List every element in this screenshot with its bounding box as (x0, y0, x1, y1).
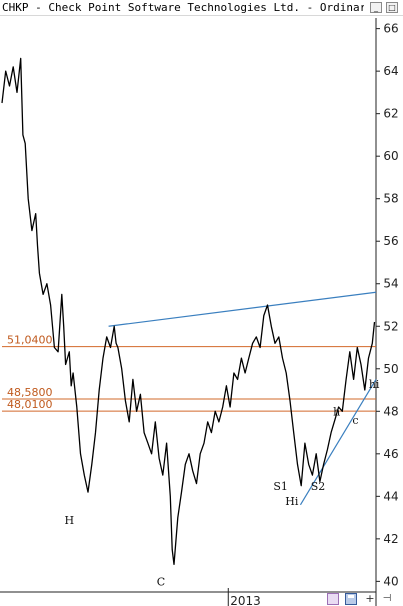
pattern-annotation: C (157, 576, 165, 589)
y-tick-label: 62 (383, 107, 398, 121)
y-tick-label: 52 (383, 319, 398, 333)
y-tick-label: 64 (383, 64, 398, 78)
resistance-trendline (108, 291, 377, 327)
minimize-button[interactable]: _ (370, 2, 382, 13)
pattern-annotation: c (352, 414, 358, 427)
y-tick-label: 42 (383, 532, 398, 546)
horizontal-level-label: 51,0400 (7, 334, 53, 347)
horizontal-level-label: 48,0100 (7, 398, 53, 411)
y-tick-label: 60 (383, 149, 398, 163)
y-tick-label: 46 (383, 447, 398, 461)
pattern-annotation: S2 (311, 480, 326, 493)
pattern-annotation: Hi (285, 495, 299, 508)
save-icon[interactable] (345, 593, 357, 605)
add-icon[interactable]: + (365, 592, 375, 605)
pattern-annotation: h (333, 406, 340, 419)
y-tick-label: 50 (383, 362, 398, 376)
y-tick-label: 66 (383, 22, 398, 36)
support-trendline (299, 379, 377, 506)
price-series-line (1, 57, 376, 566)
y-tick-label: 48 (383, 404, 398, 418)
horizontal-level-label: 48,5800 (7, 386, 53, 399)
pattern-annotation: S1 (273, 480, 288, 493)
zoom-icon[interactable] (327, 593, 339, 605)
y-tick-label: 54 (383, 277, 398, 291)
y-tick-label: 44 (383, 489, 398, 503)
y-tick-label: 58 (383, 192, 398, 206)
x-tick-label: 2013 (230, 594, 261, 606)
title-bar: CHKP - Check Point Software Technologies… (0, 0, 403, 16)
y-tick-label: 56 (383, 234, 398, 248)
maximize-button[interactable]: □ (386, 2, 398, 13)
window-title: CHKP - Check Point Software Technologies… (2, 1, 364, 14)
pin-icon[interactable]: ⊣ (382, 593, 392, 604)
y-tick-label: 40 (383, 574, 398, 588)
pattern-annotation: H (65, 514, 75, 527)
pattern-annotation: hi (369, 378, 380, 391)
